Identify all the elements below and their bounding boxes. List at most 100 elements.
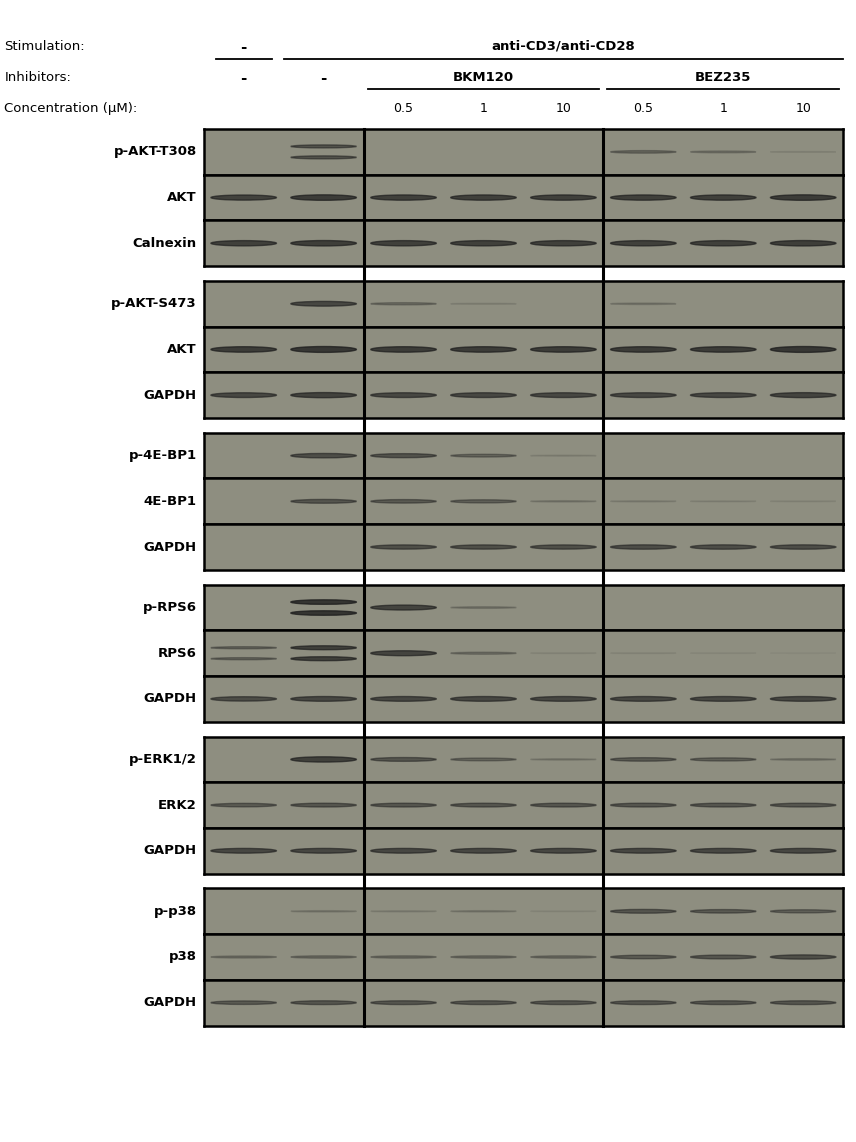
Ellipse shape xyxy=(531,347,596,352)
Ellipse shape xyxy=(531,849,596,853)
Ellipse shape xyxy=(691,1000,756,1005)
Ellipse shape xyxy=(770,195,836,200)
Text: 10: 10 xyxy=(556,102,571,114)
Ellipse shape xyxy=(451,347,516,352)
Text: GAPDH: GAPDH xyxy=(144,844,197,858)
Ellipse shape xyxy=(770,803,836,807)
Ellipse shape xyxy=(770,758,836,761)
Text: p-AKT-S473: p-AKT-S473 xyxy=(111,297,197,311)
Text: p38: p38 xyxy=(169,950,197,964)
Ellipse shape xyxy=(291,453,356,458)
Ellipse shape xyxy=(531,758,596,761)
Ellipse shape xyxy=(291,803,356,807)
Ellipse shape xyxy=(371,1000,437,1005)
Ellipse shape xyxy=(691,151,756,153)
Ellipse shape xyxy=(371,956,437,958)
Ellipse shape xyxy=(531,956,596,958)
Text: AKT: AKT xyxy=(167,191,197,204)
Ellipse shape xyxy=(770,241,836,246)
Text: 4E-BP1: 4E-BP1 xyxy=(144,494,197,508)
Ellipse shape xyxy=(211,347,276,352)
Ellipse shape xyxy=(531,545,596,549)
Ellipse shape xyxy=(211,849,276,853)
Ellipse shape xyxy=(610,195,676,200)
Ellipse shape xyxy=(770,910,836,912)
Ellipse shape xyxy=(451,849,516,853)
Text: GAPDH: GAPDH xyxy=(144,540,197,554)
Ellipse shape xyxy=(451,1000,516,1005)
Ellipse shape xyxy=(451,652,516,654)
Ellipse shape xyxy=(610,849,676,853)
Ellipse shape xyxy=(371,453,437,458)
Ellipse shape xyxy=(211,393,276,397)
Text: p-AKT-T308: p-AKT-T308 xyxy=(114,145,197,159)
Ellipse shape xyxy=(691,909,756,914)
Ellipse shape xyxy=(291,697,356,701)
Ellipse shape xyxy=(451,758,516,761)
Ellipse shape xyxy=(451,241,516,246)
Ellipse shape xyxy=(371,347,437,352)
Ellipse shape xyxy=(451,697,516,701)
Text: Calnexin: Calnexin xyxy=(133,236,197,250)
Ellipse shape xyxy=(610,1000,676,1005)
Ellipse shape xyxy=(291,849,356,853)
Ellipse shape xyxy=(691,758,756,761)
Ellipse shape xyxy=(291,657,356,661)
Ellipse shape xyxy=(291,611,356,616)
Ellipse shape xyxy=(770,393,836,397)
Ellipse shape xyxy=(291,195,356,200)
Text: GAPDH: GAPDH xyxy=(144,692,197,706)
Ellipse shape xyxy=(371,849,437,853)
Text: GAPDH: GAPDH xyxy=(144,388,197,402)
Ellipse shape xyxy=(770,955,836,959)
Ellipse shape xyxy=(291,600,356,604)
Ellipse shape xyxy=(291,1000,356,1005)
Ellipse shape xyxy=(610,757,676,762)
Ellipse shape xyxy=(451,195,516,200)
Text: Stimulation:: Stimulation: xyxy=(4,40,85,53)
Ellipse shape xyxy=(451,500,516,502)
Ellipse shape xyxy=(531,1000,596,1005)
Ellipse shape xyxy=(770,697,836,701)
Ellipse shape xyxy=(371,545,437,549)
Ellipse shape xyxy=(691,241,756,246)
Text: Inhibitors:: Inhibitors: xyxy=(4,71,71,83)
Ellipse shape xyxy=(211,697,276,701)
Ellipse shape xyxy=(291,757,356,762)
Ellipse shape xyxy=(291,956,356,958)
Text: 1: 1 xyxy=(719,102,728,114)
Text: anti-CD3/anti-CD28: anti-CD3/anti-CD28 xyxy=(491,40,635,53)
Ellipse shape xyxy=(451,956,516,958)
Ellipse shape xyxy=(691,803,756,807)
Ellipse shape xyxy=(291,346,356,353)
Text: -: - xyxy=(241,40,247,55)
Ellipse shape xyxy=(291,301,356,306)
Ellipse shape xyxy=(371,195,437,200)
Ellipse shape xyxy=(291,155,356,159)
Ellipse shape xyxy=(610,347,676,352)
Ellipse shape xyxy=(770,346,836,353)
Text: RPS6: RPS6 xyxy=(158,646,197,660)
Ellipse shape xyxy=(691,849,756,853)
Text: BKM120: BKM120 xyxy=(453,71,514,83)
Ellipse shape xyxy=(531,241,596,246)
Text: p-p38: p-p38 xyxy=(154,904,197,918)
Ellipse shape xyxy=(691,393,756,397)
Text: 0.5: 0.5 xyxy=(633,102,653,114)
Text: -: - xyxy=(241,71,247,86)
Ellipse shape xyxy=(291,241,356,246)
Ellipse shape xyxy=(211,803,276,807)
Ellipse shape xyxy=(371,757,437,762)
Text: p-4E-BP1: p-4E-BP1 xyxy=(128,449,197,463)
Ellipse shape xyxy=(451,910,516,912)
Ellipse shape xyxy=(691,195,756,200)
Ellipse shape xyxy=(211,241,276,246)
Ellipse shape xyxy=(610,545,676,549)
Ellipse shape xyxy=(691,955,756,959)
Ellipse shape xyxy=(451,455,516,457)
Ellipse shape xyxy=(610,241,676,246)
Text: AKT: AKT xyxy=(167,343,197,356)
Ellipse shape xyxy=(610,909,676,914)
Ellipse shape xyxy=(371,303,437,305)
Ellipse shape xyxy=(610,803,676,807)
